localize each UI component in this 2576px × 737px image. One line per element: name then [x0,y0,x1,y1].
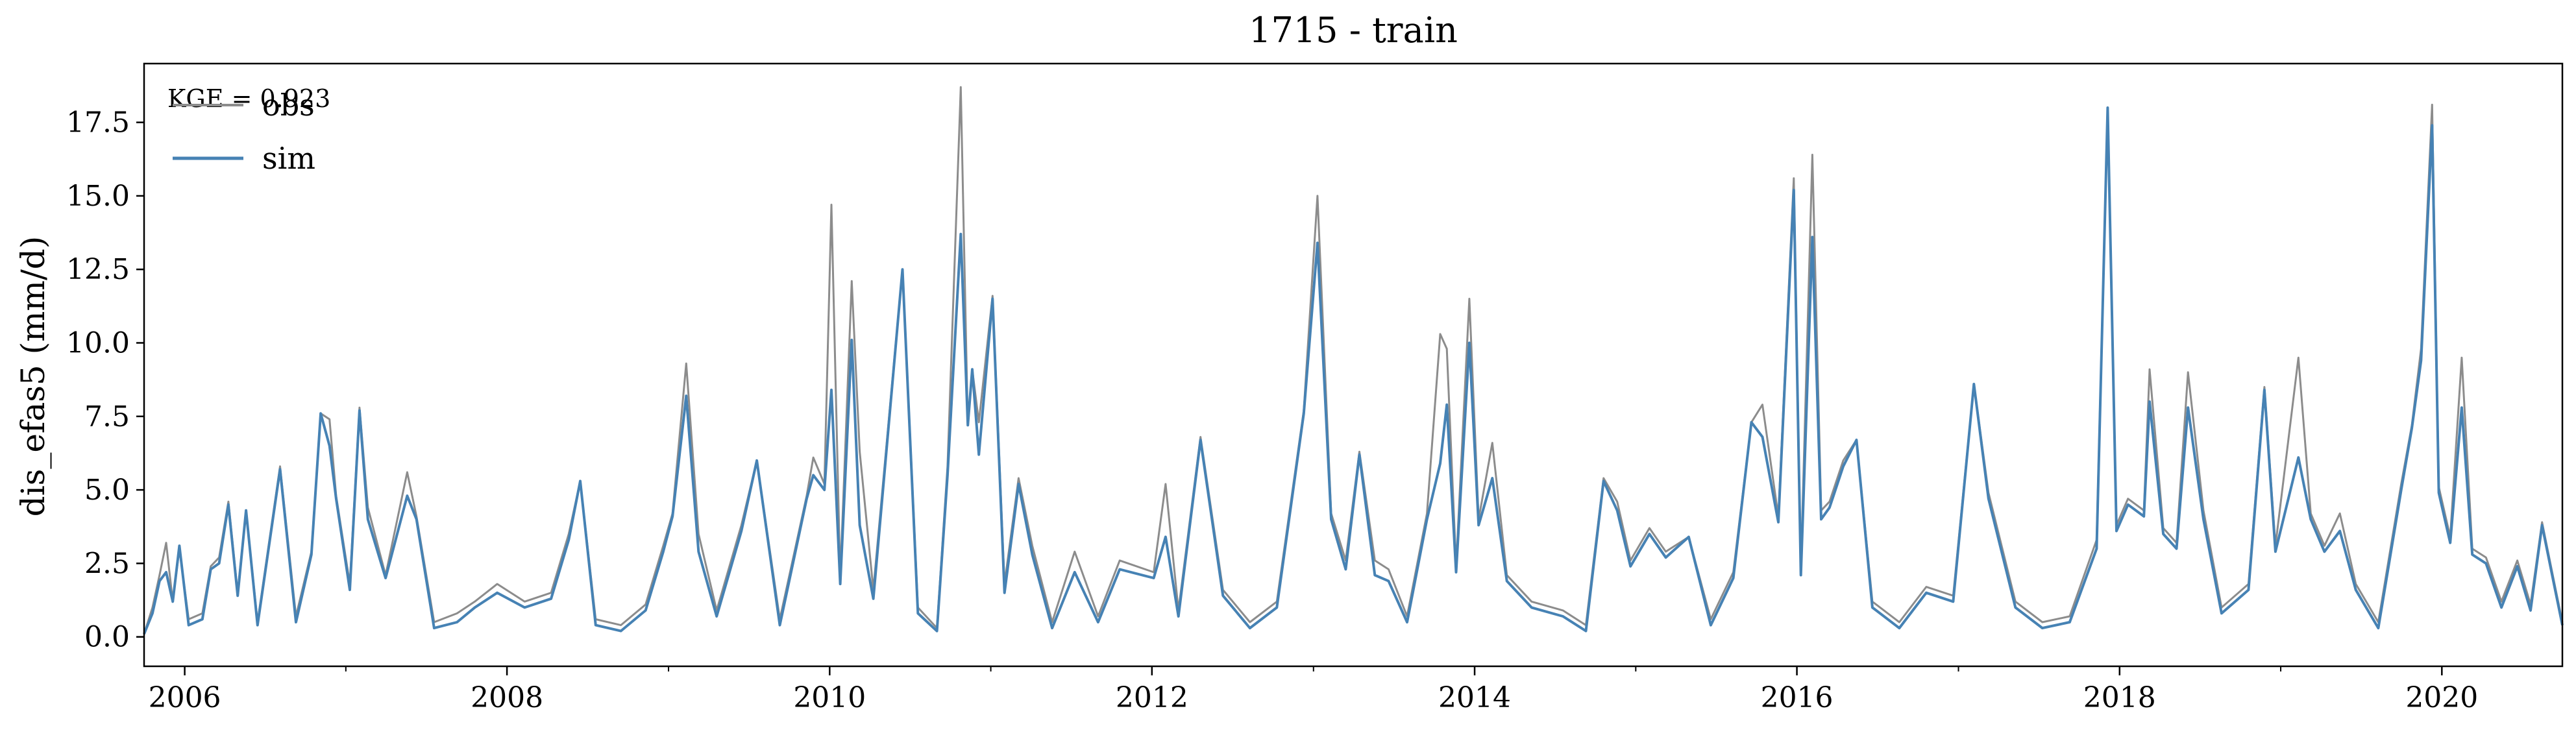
x-tick-label: 2012 [1116,681,1188,714]
x-tick-label: 2016 [1761,681,1834,714]
y-tick-label: 17.5 [66,106,130,139]
axes-layer: 0.0 2.5 5.0 7.5 10.0 12.5 15.0 17.5 2006 2008 2010… [66,106,2478,714]
x-tick-label: 2010 [793,681,866,714]
series-layer [143,86,2564,634]
x-tick-label: 2006 [149,681,221,714]
legend-sim-label: sim [262,141,315,176]
plot-frame [143,62,2564,668]
chart-title: 1715 - train [1249,10,1458,51]
y-tick-label: 15.0 [66,180,130,213]
x-tick-label: 2018 [2083,681,2156,714]
y-axis-label: dis_efas5 (mm/d) [14,236,52,517]
x-tick-label: 2014 [1438,681,1511,714]
series-line-sim [143,106,2564,634]
x-tick-label: 2020 [2405,681,2478,714]
y-tick-label: 7.5 [84,400,130,433]
x-tick-label: 2008 [471,681,543,714]
y-tick-label: 10.0 [66,327,130,360]
y-tick-label: 0.0 [84,621,130,654]
legend: KGE = 0.923 obs sim [167,84,330,176]
y-tick-label: 2.5 [84,547,130,580]
y-tick-label: 5.0 [84,474,130,507]
y-tick-label: 12.5 [66,253,130,286]
kge-annotation: KGE = 0.923 [167,84,330,113]
legend-obs-label: obs [262,88,315,123]
